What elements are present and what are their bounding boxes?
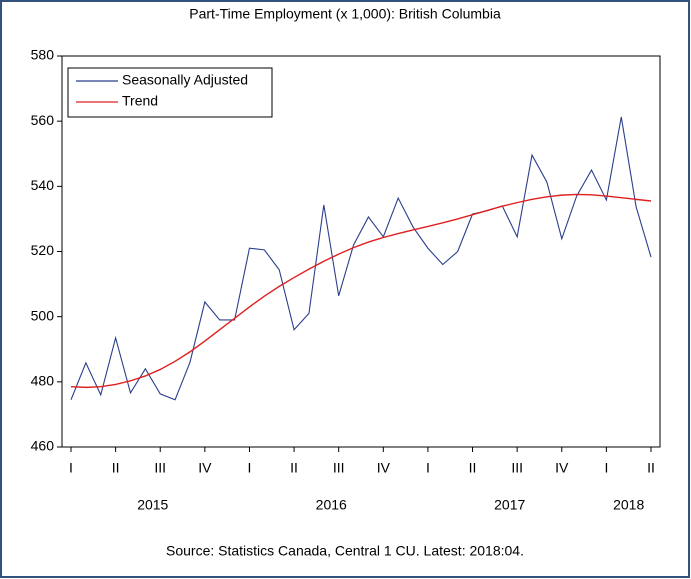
- y-tick-label: 560: [31, 112, 55, 128]
- x-tick-label: I: [248, 460, 252, 476]
- legend-box: [67, 67, 273, 118]
- y-tick-label: 580: [31, 47, 55, 63]
- x-tick-label: III: [154, 460, 166, 476]
- y-tick-label: 460: [31, 438, 55, 454]
- year-label: 2016: [316, 497, 347, 513]
- year-label: 2017: [494, 497, 525, 513]
- series-line: [70, 193, 652, 389]
- source-note: Source: Statistics Canada, Central 1 CU.…: [166, 543, 524, 559]
- chart-title: Part-Time Employment (x 1,000): British …: [189, 6, 501, 22]
- x-tick-label: II: [290, 460, 298, 476]
- legend-label: Trend: [122, 93, 158, 109]
- year-label: 2015: [137, 497, 168, 513]
- x-tick-label: I: [426, 460, 430, 476]
- x-tick-label: II: [469, 460, 477, 476]
- legend-label: Seasonally Adjusted: [122, 72, 248, 88]
- x-tick-label: II: [647, 460, 655, 476]
- year-label: 2018: [613, 497, 644, 513]
- y-tick-label: 540: [31, 177, 55, 193]
- x-tick-label: IV: [198, 460, 212, 476]
- y-tick-label: 500: [31, 307, 55, 323]
- x-tick-label: IV: [377, 460, 391, 476]
- x-tick-label: III: [511, 460, 523, 476]
- y-tick-label: 520: [31, 242, 55, 258]
- x-tick-label: III: [333, 460, 345, 476]
- y-tick-label: 480: [31, 373, 55, 389]
- x-tick-label: IV: [555, 460, 569, 476]
- x-tick-label: I: [69, 460, 73, 476]
- series-line: [70, 116, 652, 401]
- x-tick-label: I: [604, 460, 608, 476]
- x-tick-label: II: [112, 460, 120, 476]
